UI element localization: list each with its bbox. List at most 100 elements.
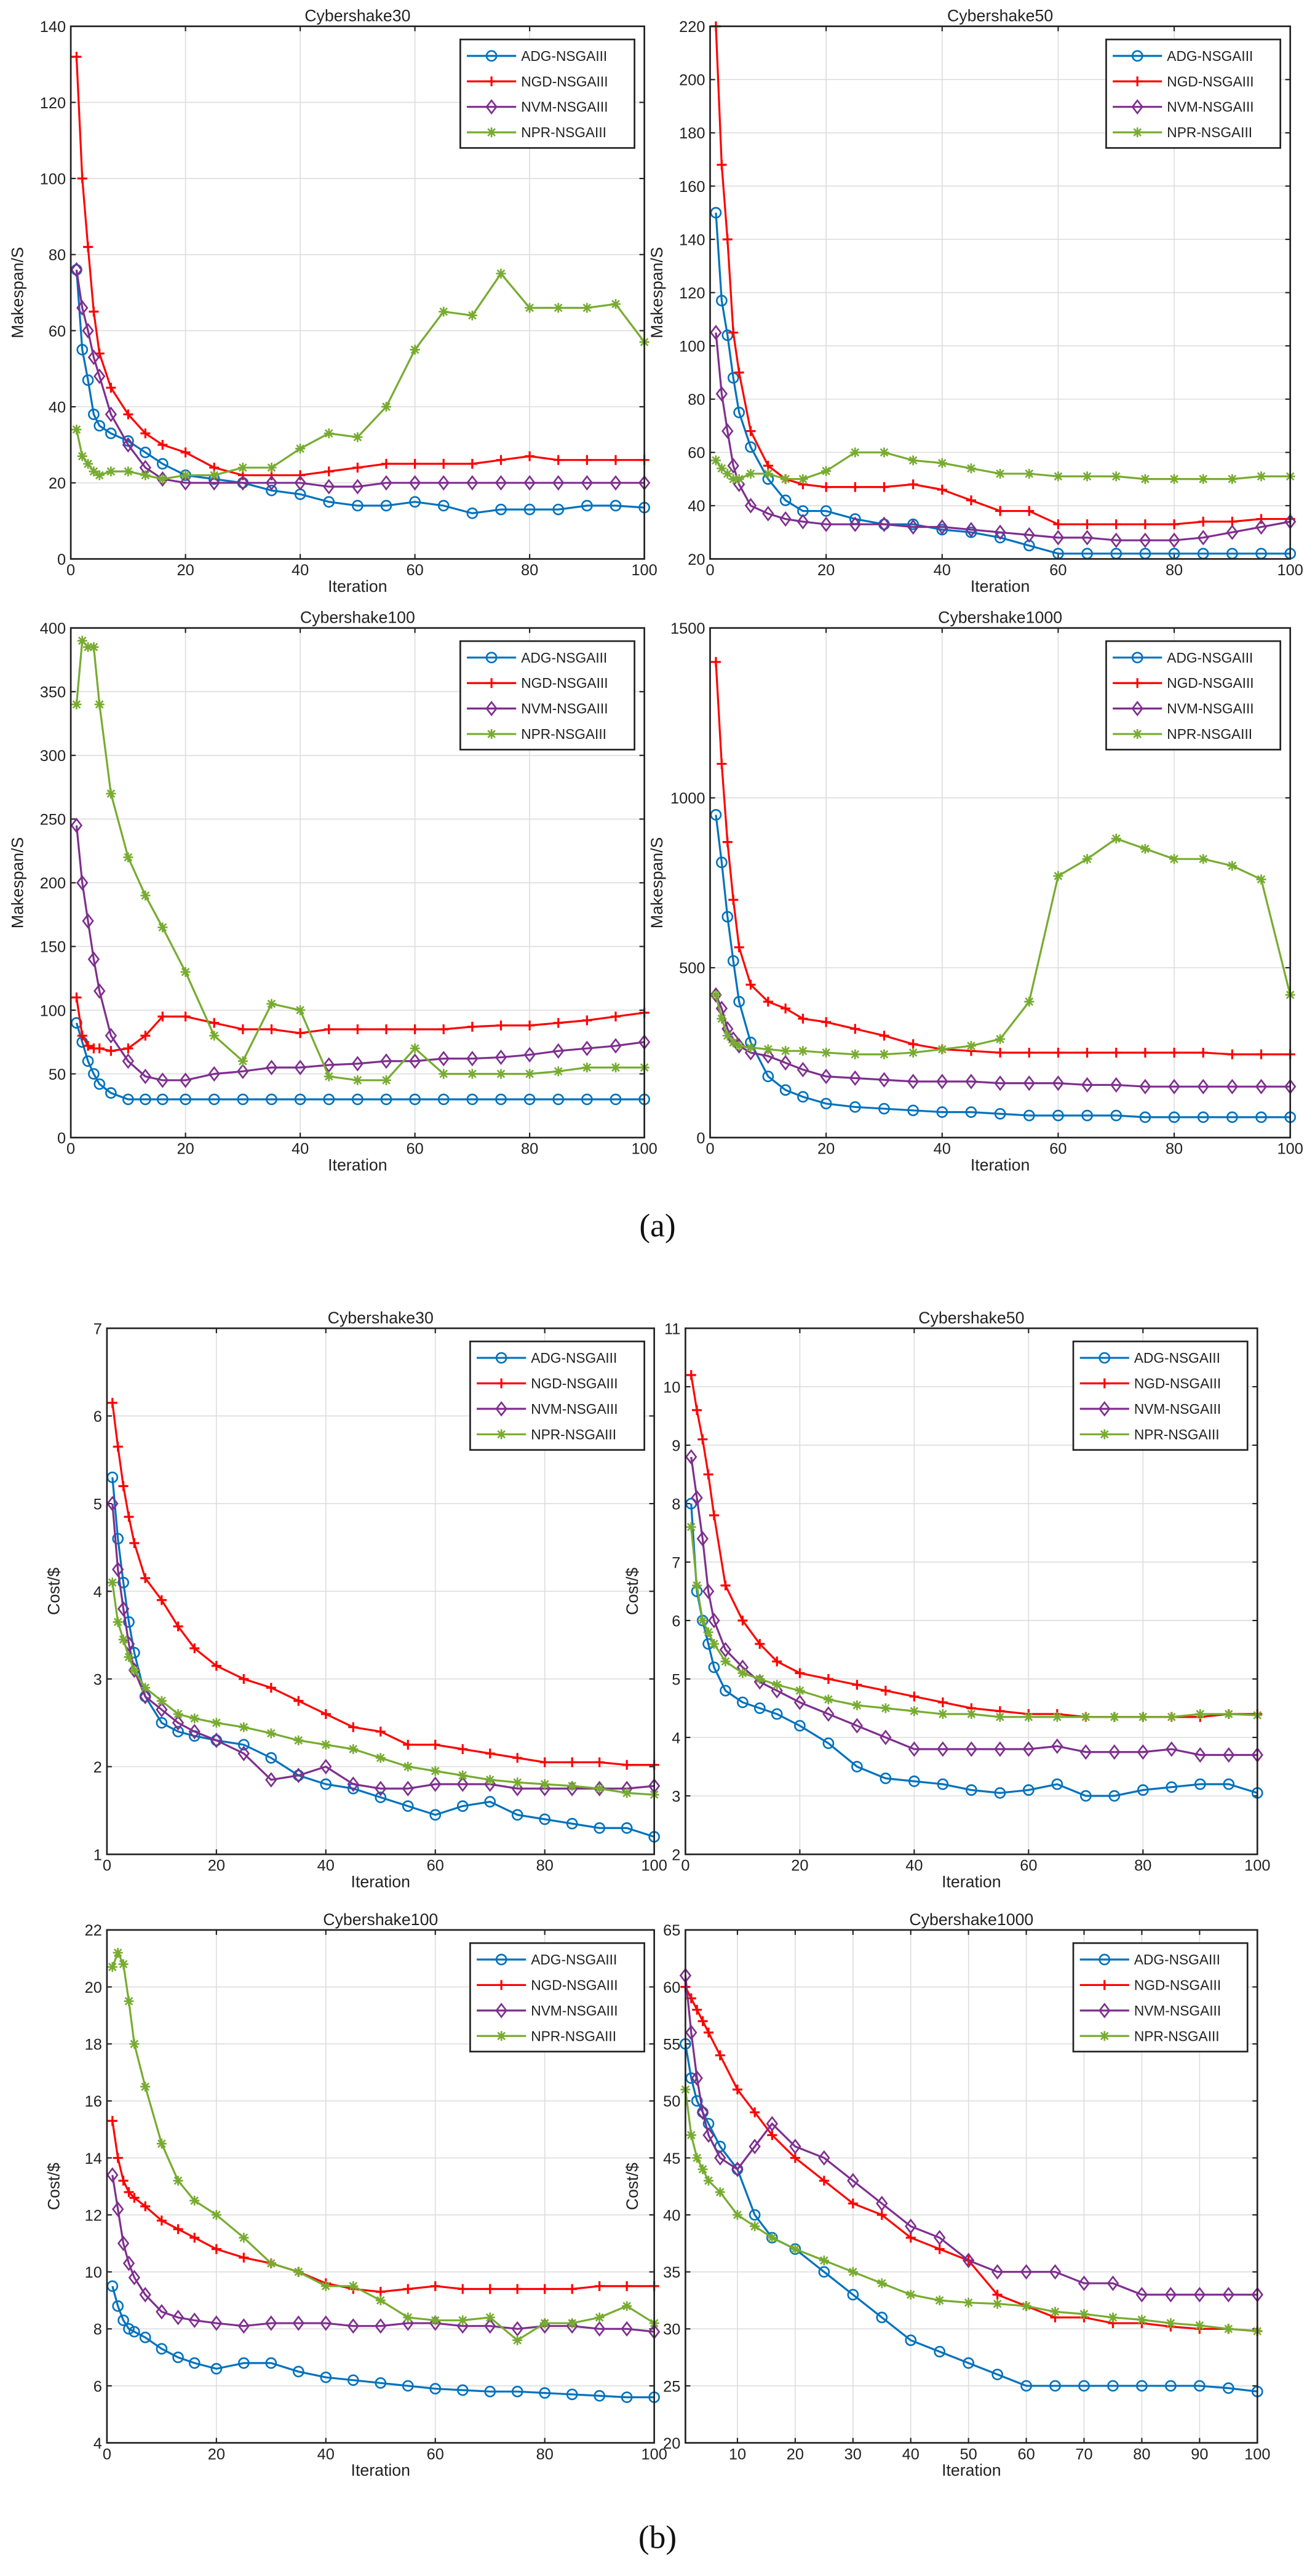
marker-diamond (878, 1072, 891, 1088)
marker-circle (847, 2289, 859, 2301)
marker-circle (721, 911, 734, 923)
marker-star (934, 2295, 945, 2306)
marker-plus (140, 1031, 151, 1041)
marker-star (732, 2210, 742, 2220)
marker-plus (720, 1580, 731, 1590)
marker-star (567, 1780, 578, 1791)
chart-a-cybershake30: 0 20 40 60 80 100 0 20 40 60 80 100 120 140 Cybershake… (9, 7, 658, 596)
marker-star (211, 2210, 221, 2220)
marker-diamond (1051, 1738, 1063, 1754)
marker-circle (937, 1778, 949, 1790)
y-tick-label: 140 (679, 231, 705, 249)
marker-star (293, 1735, 304, 1745)
marker-star (1053, 871, 1063, 881)
marker-diamond (1139, 532, 1151, 548)
legend-entry: ADG-NSGAIII (521, 48, 607, 64)
marker-star (113, 1617, 123, 1627)
marker-diamond (139, 1069, 152, 1085)
marker-circle (936, 1106, 948, 1118)
axes-frame (106, 1929, 655, 2444)
marker-plus (237, 1024, 248, 1035)
marker-plus (966, 495, 976, 506)
marker-circle (610, 500, 622, 512)
marker-circle (710, 207, 722, 219)
marker-diamond (710, 324, 722, 341)
y-tick-label: 120 (40, 95, 66, 112)
x-tick-label: 20 (177, 562, 194, 579)
x-tick-label: 90 (1191, 2446, 1208, 2463)
marker-diamond (962, 2252, 975, 2268)
marker-diamond (851, 1718, 864, 1734)
marker-star (734, 1040, 744, 1051)
panel-label-b: (b) (638, 2519, 677, 2556)
y-tick-label: 500 (679, 960, 705, 977)
marker-circle (1165, 2380, 1177, 2392)
marker-plus (880, 1685, 891, 1696)
marker-star (710, 455, 721, 466)
marker-diamond (1020, 2264, 1033, 2280)
marker-plus (512, 2284, 523, 2294)
marker-plus (717, 759, 727, 769)
x-axis-label: Iteration (351, 1872, 411, 1891)
marker-plus (118, 2175, 129, 2186)
marker-star (375, 1753, 386, 1763)
marker-star (821, 1047, 832, 1058)
marker-star (525, 1069, 535, 1079)
marker-diamond (994, 1075, 1006, 1091)
marker-plus (553, 455, 563, 465)
marker-diamond (128, 2270, 141, 2286)
marker-star (106, 466, 116, 477)
marker-plus (1227, 1049, 1238, 1059)
marker-circle (1052, 1109, 1064, 1122)
marker-star (879, 1049, 889, 1059)
marker-diamond (793, 1694, 806, 1710)
marker-diamond (610, 1038, 622, 1054)
marker-star (717, 1013, 727, 1024)
marker-diamond (188, 2312, 201, 2329)
marker-plus (848, 2198, 858, 2209)
marker-diamond (779, 511, 792, 527)
marker-plus (781, 1003, 791, 1014)
marker-diamond (1197, 530, 1209, 546)
marker-plus (703, 1469, 713, 1480)
marker-circle (1255, 1111, 1267, 1123)
marker-circle (716, 856, 728, 869)
marker-circle (552, 503, 565, 516)
marker-plus (430, 2281, 440, 2291)
marker-star (266, 2258, 276, 2268)
marker-star (525, 303, 535, 313)
x-tick-label: 30 (844, 2446, 862, 2463)
marker-star (266, 463, 277, 473)
marker-star (239, 2233, 249, 2243)
marker-diamond (905, 2218, 917, 2235)
marker-star (821, 466, 832, 476)
marker-circle (156, 2343, 168, 2355)
marker-star (728, 1037, 739, 1048)
axes-frame (685, 1327, 1258, 1856)
marker-circle (156, 1093, 169, 1106)
marker-plus (728, 327, 739, 338)
y-tick-label: 9 (672, 1437, 680, 1454)
legend-entry: NGD-NSGAIII (521, 73, 608, 89)
marker-diamond (495, 1401, 507, 1417)
marker-plus (1198, 1047, 1209, 1058)
series-npr-nsgaiii (107, 1947, 659, 2345)
y-tick-label: 7 (672, 1554, 680, 1571)
marker-star (850, 1049, 860, 1059)
marker-circle (581, 500, 593, 512)
marker-diamond (1081, 1077, 1094, 1093)
marker-diamond (466, 1051, 479, 1067)
y-tick-label: 10 (663, 1379, 680, 1396)
marker-diamond (1052, 1075, 1065, 1091)
chart-a-cybershake100: 0 20 40 60 80 100 0 50 100 150 200 250 300 350 400 Cybe… (9, 608, 658, 1174)
marker-plus (173, 1621, 183, 1632)
y-tick-label: 80 (49, 247, 66, 264)
marker-star (582, 303, 592, 313)
legend-entry: ADG-NSGAIII (521, 650, 607, 666)
marker-diamond (731, 2161, 744, 2177)
marker-circle (749, 2209, 761, 2221)
marker-plus (211, 1661, 221, 1671)
marker-circle (93, 1078, 106, 1090)
series-adg-nsgaiii (106, 2280, 661, 2403)
marker-diamond (70, 818, 83, 834)
